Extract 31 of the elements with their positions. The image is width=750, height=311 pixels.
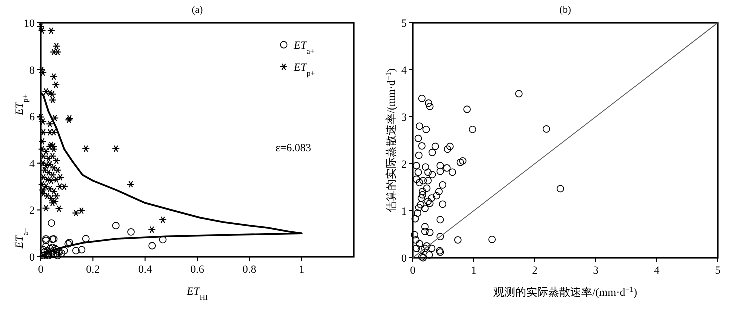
annotation: ε=6.083 — [276, 142, 312, 155]
title: (a) — [192, 5, 204, 16]
y-tick-label: 6 — [30, 112, 36, 124]
x-tick-label: 0.8 — [242, 264, 258, 276]
x-tick-label: 3 — [593, 265, 600, 277]
x-tick-label: 2 — [532, 265, 538, 277]
y-tick-label: 0 — [30, 252, 36, 264]
x-tick-label: 0 — [38, 264, 44, 276]
x-tick-label: 0.6 — [190, 264, 205, 276]
y-tick-label: 5 — [402, 18, 408, 30]
x-tick-label: 5 — [715, 265, 722, 277]
legend-label: ET$_{p+}$ — [293, 62, 316, 78]
legend-label: ET$_{a+}$ — [293, 40, 315, 56]
x-tick-label: 4 — [654, 265, 660, 277]
y-tick-label: 3 — [402, 112, 408, 124]
xlabel: 观测的实际蒸散速率/(mm·d$^{−1}$) — [494, 284, 638, 299]
y-tick-label: 1 — [402, 206, 407, 218]
title: (b) — [560, 5, 572, 16]
x-tick-label: 0.2 — [86, 264, 100, 276]
x-tick-label: 0.4 — [138, 264, 153, 276]
y-tick-label: 10 — [24, 18, 36, 30]
y-tick-label: 0 — [402, 253, 408, 265]
y-tick-label: 2 — [402, 159, 407, 171]
xlabel: ET$_{HI}$ — [187, 286, 208, 302]
y-tick-label: 4 — [30, 158, 36, 170]
y-tick-label: 4 — [402, 65, 408, 77]
x-tick-label: 1 — [471, 265, 477, 277]
y-tick-label: 8 — [30, 64, 36, 77]
x-tick-label: 0 — [410, 265, 416, 277]
y-tick-label: 2 — [30, 205, 35, 218]
x-tick-label: 1 — [299, 264, 305, 276]
